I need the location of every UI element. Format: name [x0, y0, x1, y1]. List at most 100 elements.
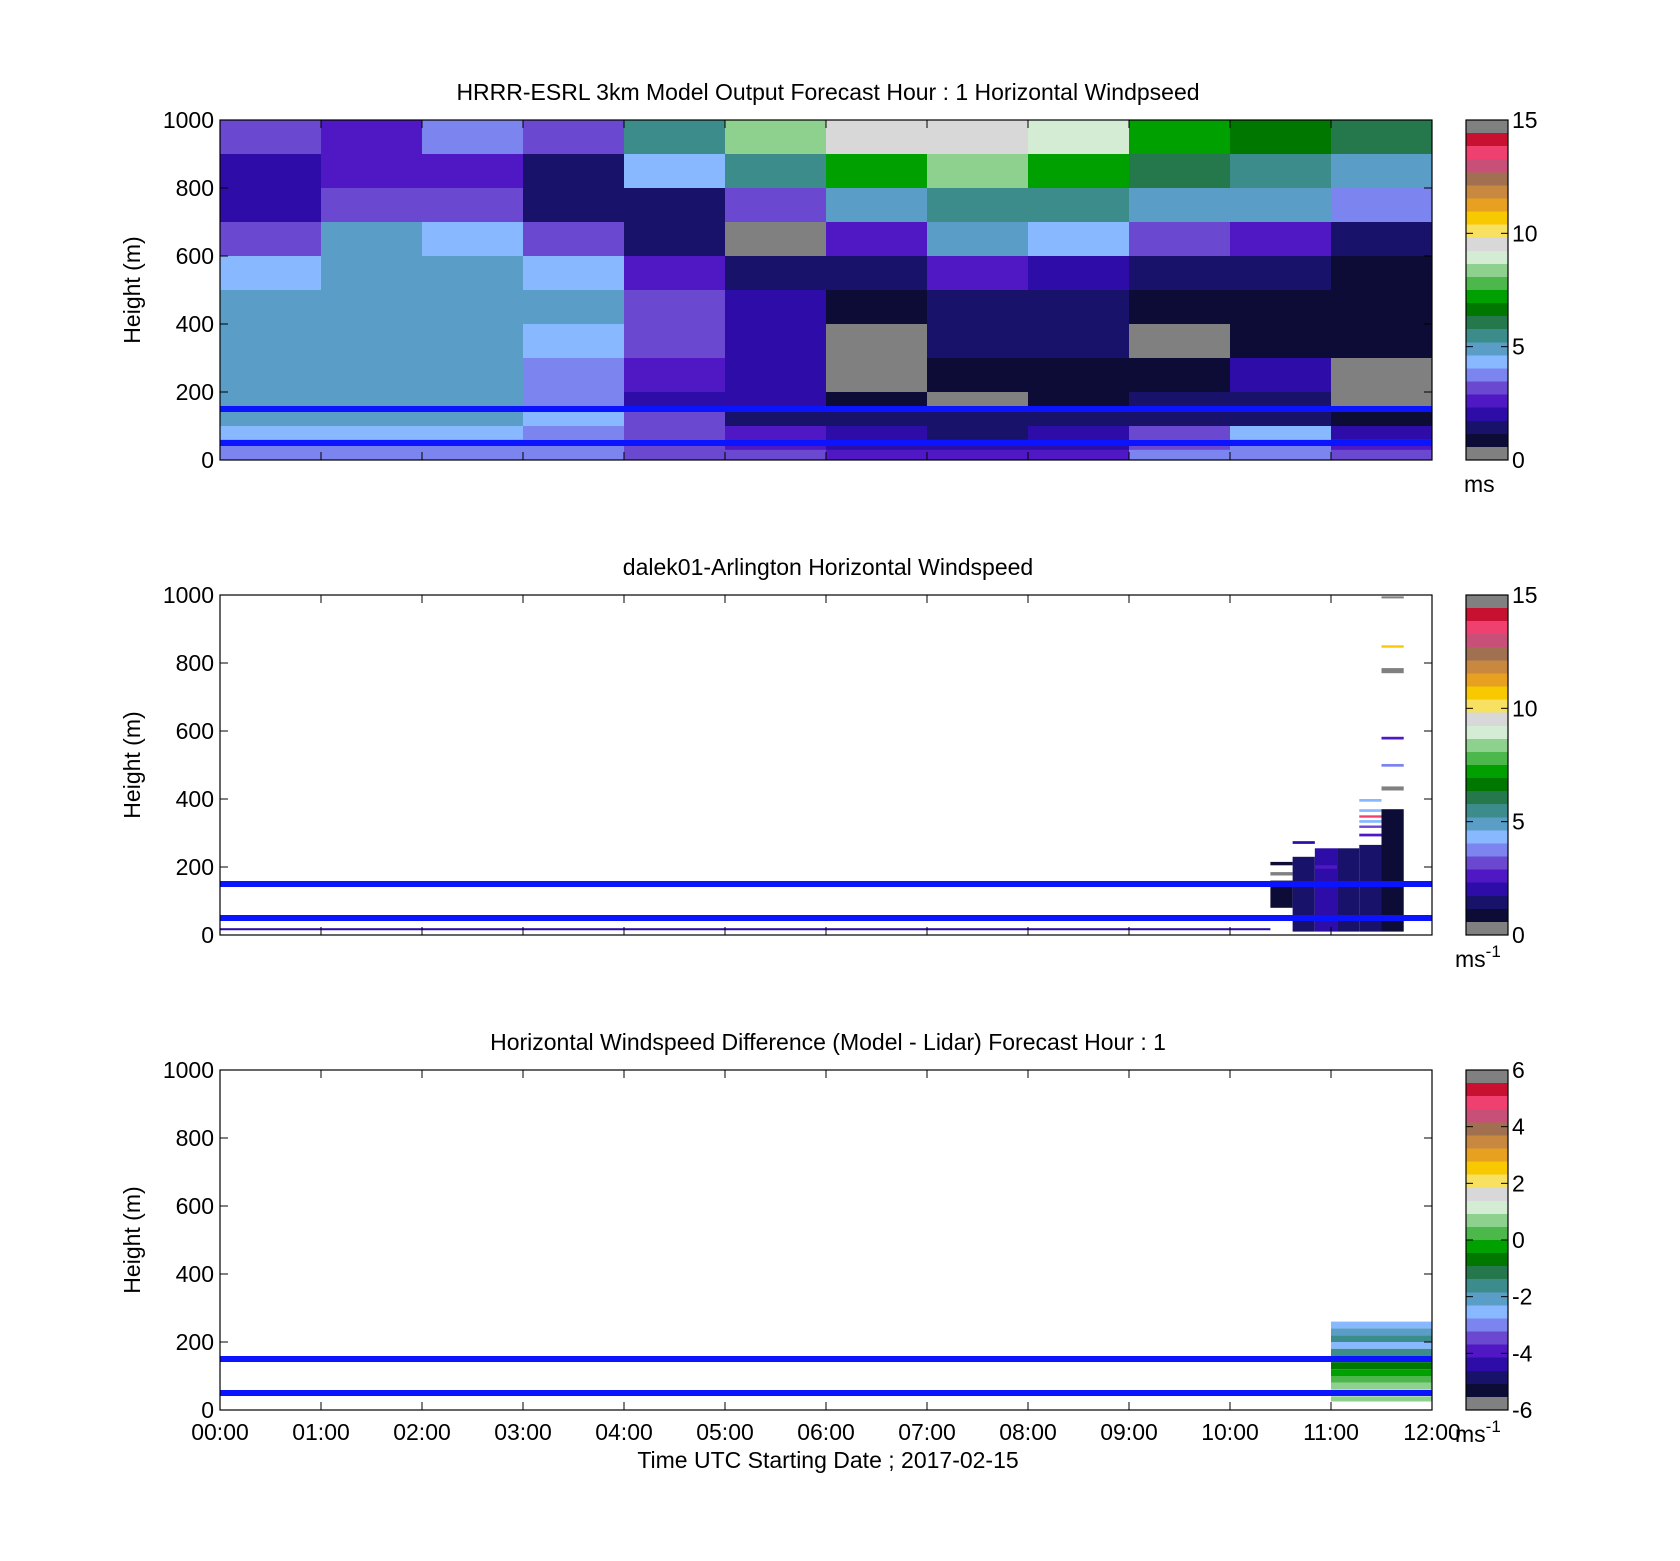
- y-tick-label: 600: [176, 1193, 214, 1219]
- colorbar-tick-label: 5: [1512, 809, 1525, 835]
- heatmap-cell: [321, 120, 423, 155]
- heatmap-cell: [220, 324, 322, 359]
- heatmap-cell: [624, 392, 726, 410]
- y-tick-label: 200: [176, 854, 214, 880]
- heatmap-cell: [1381, 786, 1404, 791]
- heatmap-cell: [1129, 222, 1231, 257]
- heatmap-cell: [1028, 188, 1130, 223]
- heatmap-cell: [220, 358, 322, 393]
- heatmap-cell: [1129, 256, 1231, 291]
- y-axis-label: Height (m): [119, 711, 145, 818]
- heatmap-cell: [523, 290, 625, 325]
- heatmap-cell: [1129, 324, 1231, 359]
- heatmap-cell: [1230, 120, 1332, 155]
- heatmap-cell: [220, 392, 322, 410]
- heatmap-cell: [1359, 833, 1382, 837]
- heatmap-cell: [523, 222, 625, 257]
- heatmap-cell: [1359, 799, 1382, 802]
- heatmap-cell: [624, 154, 726, 189]
- heatmap-cell: [220, 256, 322, 291]
- heatmap-cell: [826, 358, 928, 393]
- y-tick-label: 0: [201, 1397, 214, 1423]
- y-tick-label: 200: [176, 379, 214, 405]
- panel-2: 0 200 400 600 800 1000 dalek01-Arlington Horiz…: [119, 554, 1538, 972]
- heatmap-cell: [1331, 1342, 1432, 1349]
- colorbar-tick-label: 15: [1512, 107, 1538, 133]
- heatmap-cell: [1129, 120, 1231, 155]
- heatmap-cell: [927, 290, 1029, 325]
- heatmap-cell: [321, 154, 423, 189]
- heatmap-cell: [220, 120, 322, 155]
- y-tick-label: 600: [176, 718, 214, 744]
- heatmap-cell: [826, 188, 928, 223]
- heatmap-cell: [321, 256, 423, 291]
- heatmap-cell: [624, 222, 726, 257]
- heatmap-cell: [1331, 409, 1433, 427]
- heatmap-cell: [422, 120, 524, 155]
- x-tick-label: 11:00: [1303, 1419, 1359, 1445]
- x-tick-label: 03:00: [494, 1419, 552, 1445]
- heatmap-cell: [321, 324, 423, 359]
- heatmap-cell: [523, 409, 625, 427]
- heatmap-cell: [927, 409, 1029, 427]
- heatmap-cell: [1331, 290, 1433, 325]
- heatmap-cell: [1230, 358, 1332, 393]
- heatmap-cell: [1331, 120, 1433, 155]
- x-tick-label: 00:00: [191, 1419, 249, 1445]
- y-tick-label: 1000: [163, 582, 214, 608]
- colorbar: [1465, 594, 1509, 936]
- heatmap-cell: [1230, 290, 1332, 325]
- heatmap-cell: [220, 154, 322, 189]
- colorbar-unit: ms: [1464, 471, 1495, 497]
- x-tick-label: 09:00: [1100, 1419, 1158, 1445]
- colorbar-unit-superscript: -1: [1486, 1417, 1501, 1436]
- heatmap-cell: [624, 188, 726, 223]
- heatmap-cell: [422, 154, 524, 189]
- colorbar-unit: ms-1: [1455, 942, 1501, 972]
- heatmap-cell: [1028, 222, 1130, 257]
- chart-title: HRRR-ESRL 3km Model Output Forecast Hour…: [456, 79, 1199, 105]
- heatmap-cell: [422, 392, 524, 410]
- heatmap-cell: [725, 188, 827, 223]
- y-axis-label: Height (m): [119, 1186, 145, 1293]
- colorbar-tick-label: 10: [1512, 695, 1538, 721]
- heatmap-cell: [523, 188, 625, 223]
- heatmap-cell: [321, 392, 423, 410]
- x-tick-label: 10:00: [1201, 1419, 1259, 1445]
- colorbar-tick-label: 0: [1512, 922, 1525, 948]
- heatmap-cell: [422, 409, 524, 427]
- heatmap-cell: [1331, 358, 1433, 393]
- heatmap-cell: [927, 188, 1029, 223]
- colorbar-unit-superscript: -1: [1486, 942, 1501, 961]
- heatmap-cell: [523, 324, 625, 359]
- heatmap-cell: [1028, 449, 1130, 461]
- heatmap-cell: [1331, 1396, 1432, 1402]
- heatmap-cell: [927, 426, 1029, 441]
- heatmap-cell: [220, 449, 322, 461]
- heatmap-cell: [1129, 154, 1231, 189]
- heatmap-cell: [1381, 668, 1404, 674]
- y-tick-label: 1000: [163, 107, 214, 133]
- x-tick-label: 08:00: [999, 1419, 1057, 1445]
- heatmap-cell: [826, 409, 928, 427]
- heatmap-cell: [1331, 392, 1433, 410]
- heatmap-cell: [1230, 392, 1332, 410]
- heatmap-cell: [1028, 426, 1130, 441]
- x-axis-label: Time UTC Starting Date ; 2017-02-15: [637, 1447, 1018, 1473]
- heatmap-cell: [1230, 409, 1332, 427]
- colorbar-tick-label: 0: [1512, 1227, 1525, 1253]
- y-tick-label: 800: [176, 175, 214, 201]
- y-tick-label: 400: [176, 786, 214, 812]
- x-tick-label: 12:00: [1403, 1419, 1461, 1445]
- heatmap-cell: [725, 120, 827, 155]
- heatmap-cell: [927, 154, 1029, 189]
- x-tick-label: 06:00: [797, 1419, 855, 1445]
- y-tick-label: 1000: [163, 1057, 214, 1083]
- heatmap-cell: [321, 188, 423, 223]
- heatmap-cell: [725, 358, 827, 393]
- heatmap-cell: [220, 409, 322, 427]
- x-tick-label: 04:00: [595, 1419, 653, 1445]
- colorbar-tick-label: 15: [1512, 582, 1538, 608]
- heatmap-cell: [1028, 324, 1130, 359]
